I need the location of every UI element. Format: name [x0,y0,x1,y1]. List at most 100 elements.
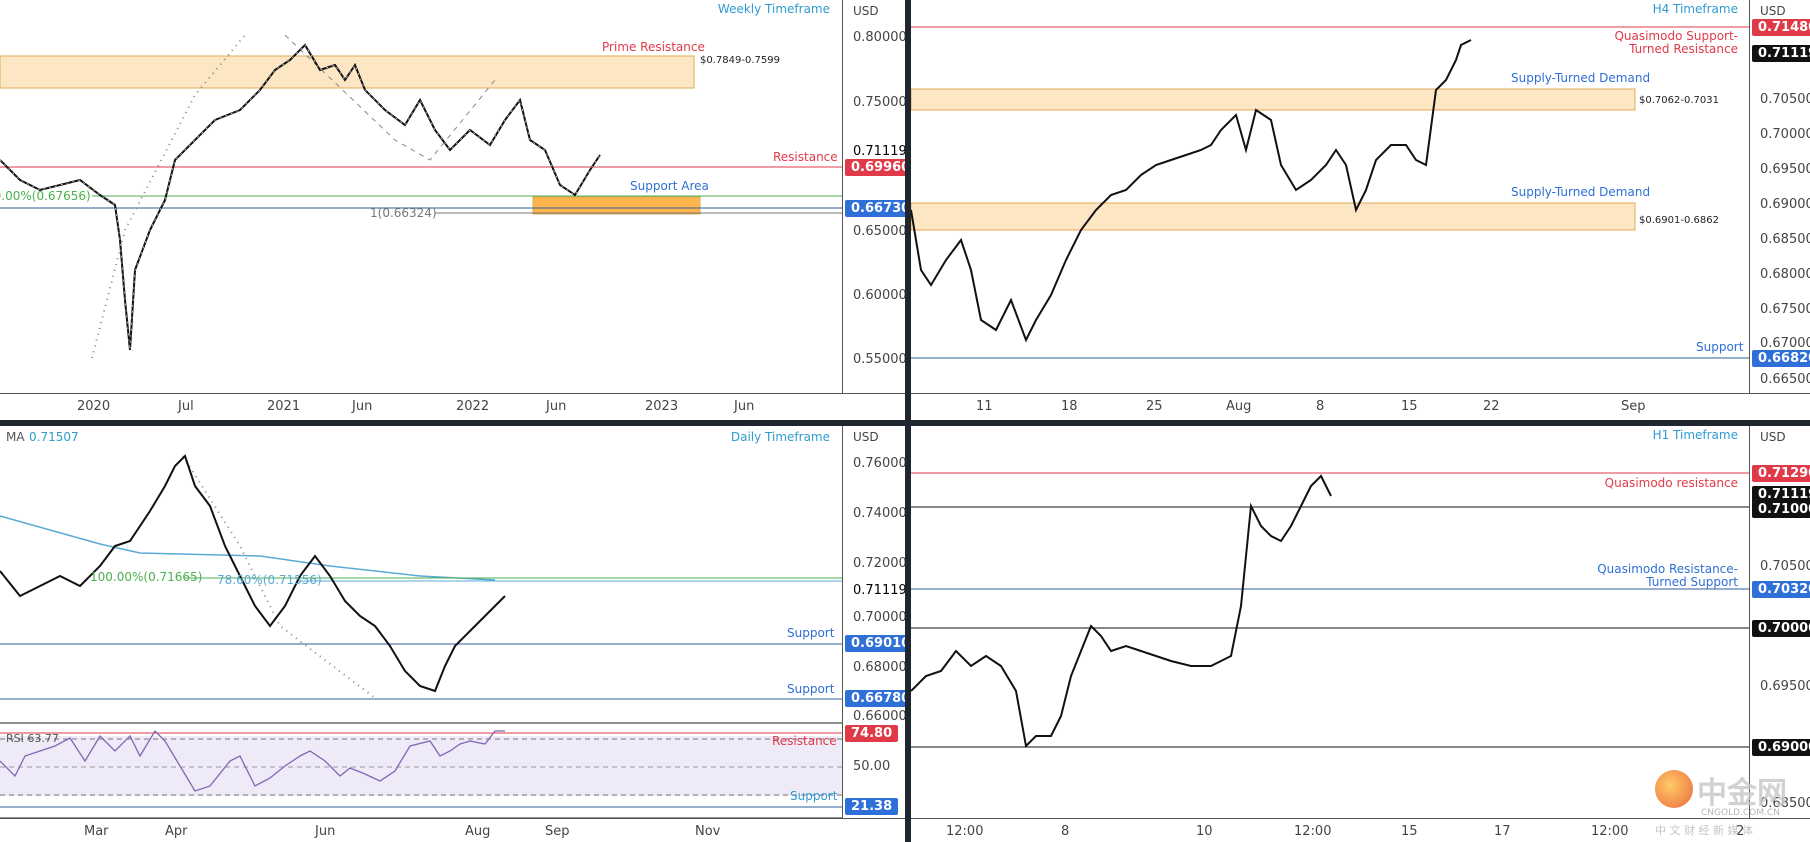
time-tick: 11 [976,399,993,414]
ma-value: 0.71507 [29,430,79,444]
watermark-brand: 中金网 [1697,776,1787,811]
rsi-label: RSI 63.77 [6,732,59,745]
time-tick: 18 [1061,399,1078,414]
rsi-resistance-badge: 74.80 [845,725,899,742]
time-tick: Jun [546,399,567,414]
time-tick: 2022 [456,399,490,414]
time-tick: Sep [1621,399,1646,414]
time-axis[interactable]: Mar Apr Jun Aug Sep Nov [0,818,905,842]
time-tick: 8 [1061,824,1070,839]
weekly-chart-panel[interactable]: Weekly Timeframe Prime Resistance $0.784… [0,0,905,420]
time-tick: 12:00 [946,824,984,839]
price-tick: 0.60000 [853,288,905,303]
timeframe-label: H4 Timeframe [1652,2,1738,16]
time-tick: 12:00 [1591,824,1629,839]
ma-label: MA [6,430,25,444]
support-lower-label: Support [787,682,835,696]
resistance-badge: 0.69960 [845,159,905,176]
time-tick: Aug [1226,399,1252,414]
time-tick: 12:00 [1294,824,1332,839]
time-axis[interactable]: 12:00 8 10 12:00 15 17 12:00 2 [911,818,1810,842]
time-tick: 2023 [645,399,679,414]
qm-support-turned-resistance-label-2: Turned Resistance [1629,42,1738,56]
qm-rts-label-1: Quasimodo Resistance- [1597,562,1738,576]
support-label: Support [1696,340,1744,354]
time-tick: Mar [84,824,109,839]
time-tick: Nov [695,824,721,839]
price-tick: 0.74000 [853,506,905,521]
price-tick: 0.75000 [853,95,905,110]
prime-resistance-label: Prime Resistance [602,40,705,54]
h4-candles [911,26,1749,359]
time-tick: Jul [178,399,194,414]
last-price-label: 0.71119 [853,144,905,159]
fib-50-label: 50.00%(0.67656) [0,189,91,203]
round-number-badge: 0.69000 [1752,739,1810,756]
rsi-name: RSI [6,732,24,745]
timeframe-label: Weekly Timeframe [717,2,830,16]
daily-candles [0,454,842,818]
price-tick: 0.68000 [1760,267,1810,282]
price-axis[interactable]: USD 0.80000 0.75000 0.65000 0.60000 0.55… [842,0,905,393]
support-lower-badge: 0.66780 [845,690,905,707]
price-tick: 0.76000 [853,456,905,471]
price-tick: 0.70000 [853,610,905,625]
supply-turned-demand-lower-range: $0.6901-0.6862 [1639,215,1719,226]
support-badge: 0.66730 [845,200,905,217]
h4-chart-panel[interactable]: H4 Timeframe Quasimodo Support- Turned R… [911,0,1810,420]
price-tick: 0.68000 [853,660,905,675]
time-tick: Jun [734,399,755,414]
supply-turned-demand-lower-label: Supply-Turned Demand [1511,185,1651,199]
price-tick: 0.68500 [1760,796,1810,811]
time-tick: 8 [1316,399,1325,414]
support-upper-label: Support [787,626,835,640]
fib-786-label: 78.60%(0.71556) [217,573,322,587]
time-tick: 2020 [77,399,111,414]
price-tick: 0.66500 [1760,372,1810,387]
last-price-label: 0.71119 [853,583,905,598]
rsi-support-badge: 21.38 [845,798,899,815]
h1-candles [911,472,1749,749]
time-tick: Jun [315,824,336,839]
time-tick: 15 [1401,399,1418,414]
time-tick: 17 [1494,824,1511,839]
time-axis[interactable]: 11 18 25 Aug 8 15 22 Sep [911,393,1810,418]
support-area-label: Support Area [630,179,709,193]
price-tick: 0.55000 [853,352,905,367]
price-tick: 0.65000 [853,224,905,239]
round-number-badge: 0.70000 [1752,620,1810,637]
time-tick: Jun [352,399,373,414]
prime-resistance-range: $0.7849-0.7599 [700,55,780,66]
time-tick: 10 [1196,824,1213,839]
rsi-mid-tick: 50.00 [853,759,891,774]
qm-rts-label-2: Turned Support [1646,575,1738,589]
panel-divider-horizontal[interactable] [0,420,1810,426]
watermark-logo-icon [1655,770,1693,808]
price-tick: 0.70500 [1760,559,1810,574]
timeframe-label: H1 Timeframe [1652,428,1738,442]
time-tick: Apr [165,824,188,839]
currency-label: USD [1760,430,1786,444]
last-price-badge: 0.71119 [1752,45,1810,62]
rsi-resistance-label: Resistance [772,734,837,748]
time-axis[interactable]: 2020 Jul 2021 Jun 2022 Jun 2023 Jun [0,393,905,418]
h1-chart-panel[interactable]: H1 Timeframe Quasimodo resistance Quasim… [911,426,1810,842]
daily-chart-panel[interactable]: MA 0.71507 Daily Timeframe 100.00%(0.716… [0,426,905,842]
price-axis[interactable]: USD 0.76000 0.74000 0.72000 0.71119 0.70… [842,426,905,818]
currency-label: USD [853,4,879,18]
time-tick: 2021 [267,399,301,414]
fib-1-label: 1(0.66324) [370,206,437,220]
last-price-badge: 0.71119 [1752,486,1810,503]
rsi-value: 63.77 [27,732,59,745]
price-tick: 0.69500 [1760,162,1810,177]
price-tick: 0.66000 [853,709,905,724]
qm-support-turned-resistance-label-1: Quasimodo Support- [1614,29,1738,43]
time-tick: 15 [1401,824,1418,839]
fib-100-label: 100.00%(0.71665) [90,570,203,584]
